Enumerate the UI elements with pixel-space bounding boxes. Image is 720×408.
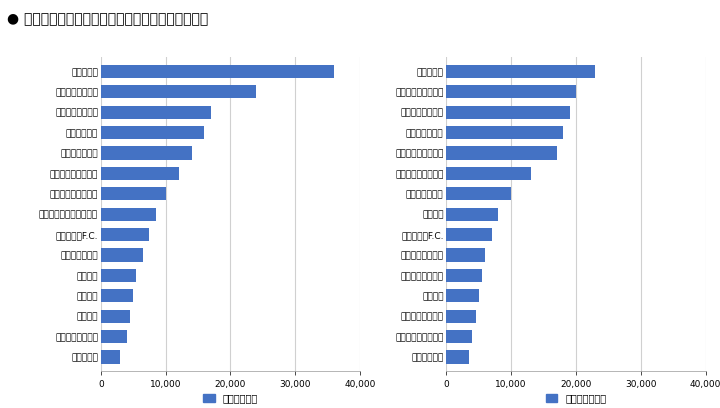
Bar [101,269,137,282]
Bar [446,187,511,200]
Bar [101,330,127,343]
Bar [446,65,595,78]
Bar [446,146,557,160]
Bar [101,146,192,160]
Bar [101,350,120,364]
Bar [101,248,143,262]
Bar [446,248,485,262]
Bar [446,228,492,241]
Bar [101,65,334,78]
Bar [446,330,472,343]
Bar [446,208,498,221]
Bar [101,187,166,200]
Bar [101,228,150,241]
Bar [101,310,130,323]
Text: ● 仮説：チームの人気が観客動員数に影響している: ● 仮説：チームの人気が観客動員数に影響している [7,12,209,26]
Legend: ホーム動員力: ホーム動員力 [199,390,261,407]
Bar [101,126,204,139]
Legend: アウェイ動員力: アウェイ動員力 [542,390,610,407]
Bar [446,106,570,119]
Bar [446,269,482,282]
Bar [101,208,156,221]
Bar [446,310,475,323]
Bar [446,289,479,302]
Bar [446,126,563,139]
Bar [101,167,179,180]
Bar [446,85,576,98]
Bar [101,85,256,98]
Bar [101,106,211,119]
Bar [446,167,531,180]
Bar [101,289,133,302]
Bar [446,350,469,364]
